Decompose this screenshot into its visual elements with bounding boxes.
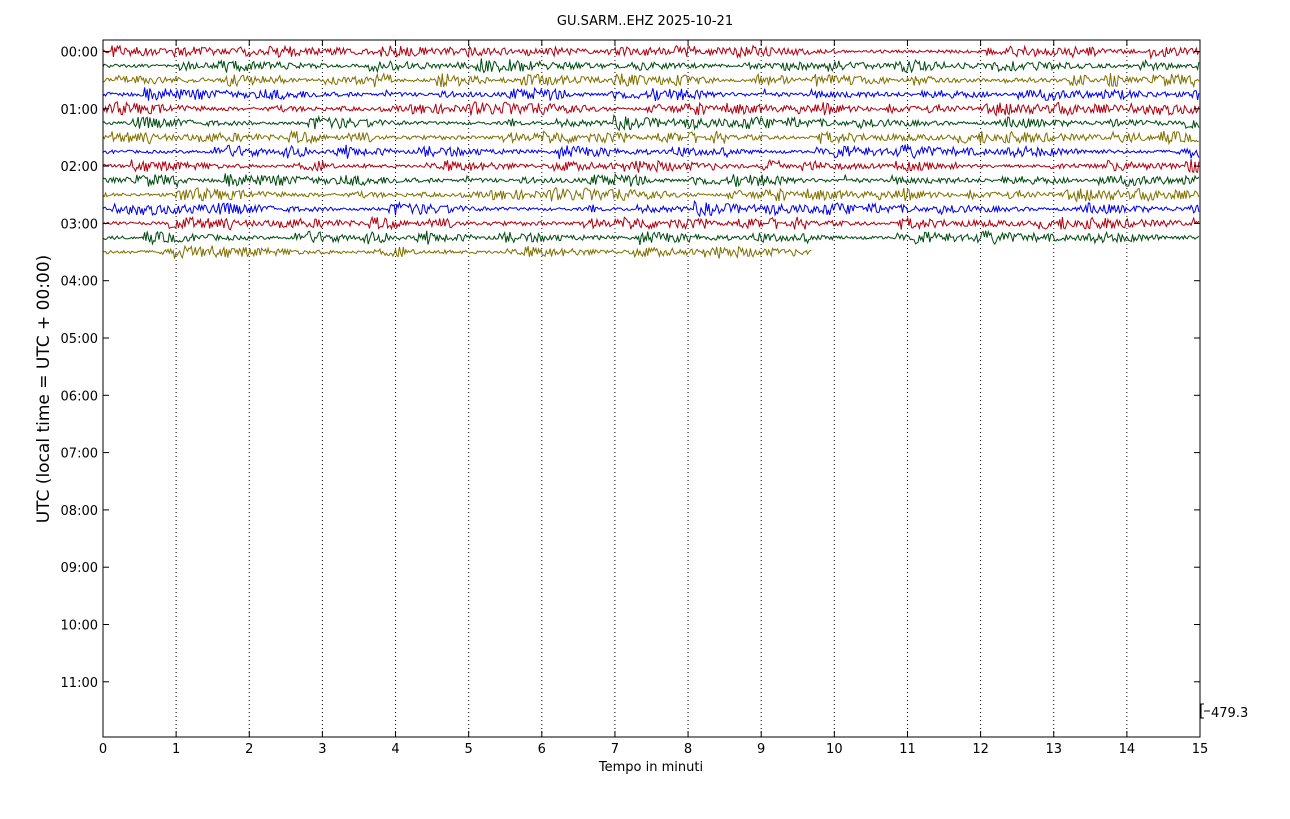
y-tick-label: 02:00 [61, 160, 98, 175]
y-tick-label: 08:00 [61, 504, 98, 519]
x-tick-label: 4 [391, 742, 399, 757]
trace-line [102, 172, 1200, 189]
y-tick-label: 01:00 [61, 103, 98, 118]
x-tick-label: 7 [611, 742, 619, 757]
y-tick-label: 09:00 [61, 561, 98, 576]
trace-line [102, 143, 1200, 160]
x-tick-label: 8 [684, 742, 692, 757]
x-tick-label: 5 [465, 742, 473, 757]
seismic-traces [102, 44, 1200, 260]
y-axis-ticks: 00:00 01:00 02:00 03:00 04:00 05:00 06:00 07:00… [61, 46, 1200, 691]
trace-line [102, 44, 1200, 60]
y-axis-label: UTC (local time = UTC + 00:00) [34, 255, 54, 524]
y-tick-label: 07:00 [61, 447, 98, 462]
x-tick-label: 1 [172, 742, 180, 757]
x-tick-label: 15 [1192, 742, 1209, 757]
x-tick-label: 6 [538, 742, 546, 757]
trace-line [102, 100, 1200, 117]
trace-line [102, 186, 1200, 203]
plot-frame [102, 39, 1201, 738]
x-tick-label: 12 [972, 742, 989, 757]
trace-line [102, 72, 1200, 89]
trace-line [102, 215, 1200, 231]
scale-value: 479.3 [1211, 706, 1248, 721]
trace-line [102, 129, 1200, 146]
y-tick-label: 05:00 [61, 332, 98, 347]
x-axis-label: Tempo in minuti [598, 760, 703, 775]
x-tick-label: 10 [826, 742, 843, 757]
y-tick-label: 11:00 [61, 676, 98, 691]
y-tick-label: 03:00 [61, 217, 98, 232]
trace-line [102, 58, 1200, 74]
x-tick-label: 3 [318, 742, 326, 757]
trace-line [102, 244, 812, 260]
chart-title: GU.SARM..EHZ 2025-10-21 [557, 14, 733, 29]
grid-lines [175, 40, 1128, 737]
x-tick-label: 14 [1119, 742, 1136, 757]
x-tick-label: 2 [245, 742, 253, 757]
trace-line [102, 229, 1200, 246]
trace-line [102, 114, 1200, 132]
trace-line [102, 158, 1200, 174]
x-tick-label: 11 [899, 742, 916, 757]
y-tick-label: 06:00 [61, 389, 98, 404]
x-tick-label: 13 [1045, 742, 1062, 757]
y-tick-label: 00:00 [61, 46, 98, 61]
x-tick-label: 9 [757, 742, 765, 757]
trace-line [102, 200, 1200, 218]
y-tick-label: 10:00 [61, 619, 98, 634]
amplitude-scale-bar: 479.3 [1200, 703, 1248, 721]
x-tick-label: 0 [99, 742, 107, 757]
trace-line [102, 86, 1200, 102]
x-axis-ticks: 0 1 2 3 4 5 6 7 8 9 10 11 12 13 14 15 [99, 40, 1208, 757]
scale-bracket [1200, 703, 1210, 719]
y-tick-label: 04:00 [61, 275, 98, 290]
